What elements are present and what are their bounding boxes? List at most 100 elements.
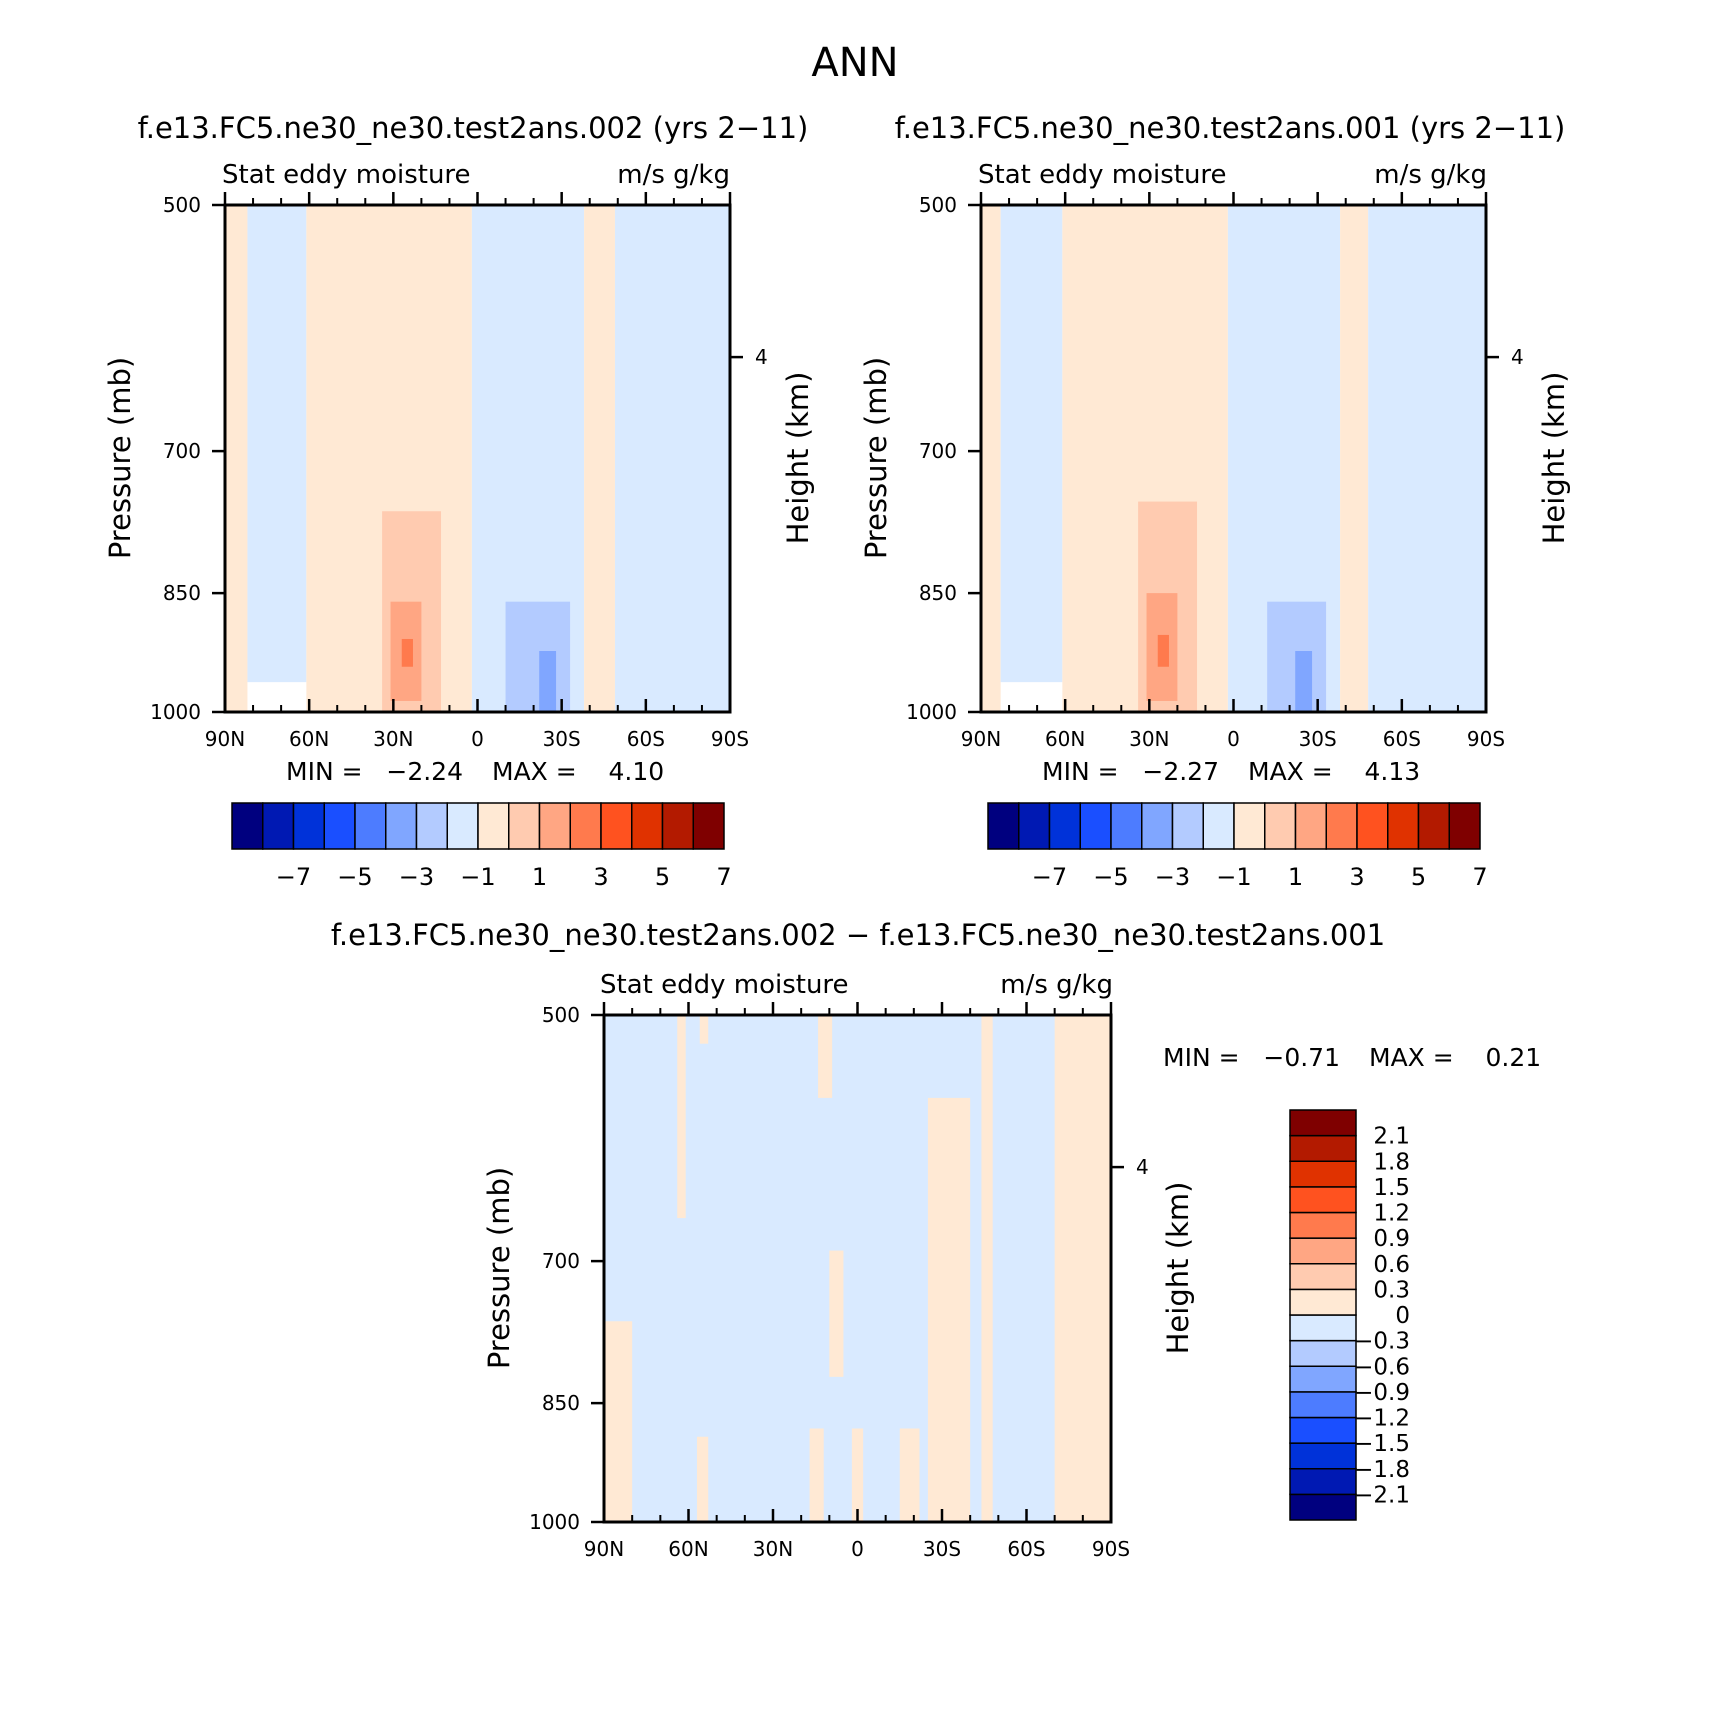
field-cell xyxy=(1157,634,1169,667)
colorbar-swatch xyxy=(1048,802,1081,850)
colorbar-swatch xyxy=(1289,1211,1357,1239)
y-tick-label: 850 xyxy=(919,581,957,605)
colorbar-swatch xyxy=(987,802,1020,850)
field-cell xyxy=(505,601,571,712)
field-cell xyxy=(225,205,248,712)
panel-control-left-label: Stat eddy moisture xyxy=(978,160,1227,190)
colorbar-label: −5 xyxy=(337,863,372,891)
colorbar-swatch xyxy=(1289,1263,1357,1291)
colorbar-swatch xyxy=(1289,1109,1357,1137)
colorbar-swatch xyxy=(692,802,725,850)
field-cell xyxy=(851,1428,864,1522)
y-tick-label: 500 xyxy=(542,1003,580,1027)
x-tick-label: 30S xyxy=(923,1537,961,1561)
x-tick-label: 60N xyxy=(1045,727,1085,751)
y-tick-label: 850 xyxy=(542,1391,580,1415)
colorbar-swatch xyxy=(1417,802,1450,850)
colorbar-label: −5 xyxy=(1093,863,1128,891)
colorbar-swatch xyxy=(1289,1288,1357,1316)
y-tick-label: 1000 xyxy=(906,700,957,724)
x-tick-label: 60S xyxy=(1383,727,1421,751)
x-tick-label: 30N xyxy=(753,1537,793,1561)
colorbar-swatch xyxy=(446,802,479,850)
field-cell xyxy=(1295,651,1313,712)
panel-difference-left-label: Stat eddy moisture xyxy=(600,970,849,1000)
colorbar-swatch xyxy=(1289,1134,1357,1162)
panel-case-title: f.e13.FC5.ne30_ne30.test2ans.002 (yrs 2−… xyxy=(138,111,809,145)
colorbar-swatch xyxy=(1289,1416,1357,1444)
colorbar-swatch xyxy=(1233,802,1266,850)
y2-tick-label: 4 xyxy=(755,345,768,369)
colorbar-swatch xyxy=(1289,1237,1357,1265)
y-tick-label: 700 xyxy=(163,439,201,463)
colorbar-swatch xyxy=(1325,802,1358,850)
panel-control-y2label: Height (km) xyxy=(1537,372,1571,545)
colorbar-swatch xyxy=(600,802,633,850)
field-cell xyxy=(539,651,557,712)
y-tick-label: 850 xyxy=(163,581,201,605)
field-cell xyxy=(677,1015,686,1219)
x-tick-label: 90S xyxy=(1092,1537,1130,1561)
colorbar-label: 2.1 xyxy=(1373,1124,1410,1150)
colorbar-label: 1.2 xyxy=(1373,1201,1410,1227)
colorbar-label: 0.9 xyxy=(1373,1226,1410,1252)
field-cell xyxy=(1054,1015,1111,1522)
colorbar-swatch xyxy=(1289,1468,1357,1496)
colorbar-label: −1 xyxy=(1216,863,1251,891)
field-cell xyxy=(829,1250,844,1377)
field-cell xyxy=(247,205,307,683)
colorbar-label: 0.6 xyxy=(1373,1252,1410,1278)
colorbar-swatch xyxy=(231,802,264,850)
colorbar-swatch xyxy=(1289,1160,1357,1188)
colorbar-label: 7 xyxy=(716,863,731,891)
panel-difference-right-label: m/s g/kg xyxy=(1000,970,1113,1000)
y-tick-label: 700 xyxy=(919,439,957,463)
colorbar-label: −1.2 xyxy=(1354,1406,1410,1432)
panel-case-right-label: m/s g/kg xyxy=(617,160,730,190)
field-cell xyxy=(981,205,1001,712)
x-tick-label: 90S xyxy=(711,727,749,751)
panel-case: f.e13.FC5.ne30_ne30.test2ans.002 (yrs 2−… xyxy=(103,111,815,891)
colorbar-swatch xyxy=(508,802,541,850)
field-cell xyxy=(699,1015,709,1044)
panel-difference-axes: 90N 60N 30N 0 30S 60S 90S 500 700 850 1000 4 xyxy=(529,1002,1149,1561)
colorbar-swatch xyxy=(385,802,418,850)
field-cell xyxy=(614,205,730,712)
colorbar-label: 0 xyxy=(1395,1303,1410,1329)
colorbar-swatch xyxy=(1294,802,1327,850)
colorbar-swatch xyxy=(569,802,602,850)
panel-difference-min: MIN = −0.71 xyxy=(1163,1043,1340,1072)
panel-case-max: MAX = 4.10 xyxy=(492,757,664,786)
colorbar-label: −7 xyxy=(276,863,311,891)
x-tick-label: 0 xyxy=(471,727,484,751)
panel-difference-title: f.e13.FC5.ne30_ne30.test2ans.002 − f.e13… xyxy=(331,918,1385,952)
colorbar-label: −0.3 xyxy=(1354,1329,1410,1355)
x-tick-label: 0 xyxy=(851,1537,864,1561)
colorbar-swatch xyxy=(415,802,448,850)
colorbar-swatch xyxy=(1289,1493,1357,1521)
field-cell xyxy=(899,1428,920,1522)
field-cell xyxy=(584,205,615,712)
field-cell xyxy=(809,1428,824,1522)
x-tick-label: 90N xyxy=(205,727,245,751)
colorbar-swatch xyxy=(1171,802,1204,850)
x-tick-label: 60S xyxy=(627,727,665,751)
panel-case-ylabel: Pressure (mb) xyxy=(103,357,137,559)
colorbar-swatch xyxy=(1289,1442,1357,1470)
colorbar-label: 1.8 xyxy=(1373,1149,1410,1175)
colorbar-label: 7 xyxy=(1472,863,1487,891)
colorbar-swatch xyxy=(1079,802,1112,850)
colorbar-label: −3 xyxy=(1155,863,1190,891)
colorbar-label: 1.5 xyxy=(1373,1175,1410,1201)
colorbar-swatch xyxy=(323,802,356,850)
colorbar-label: 5 xyxy=(655,863,670,891)
colorbar-swatch xyxy=(354,802,387,850)
panel-control-right-label: m/s g/kg xyxy=(1374,160,1487,190)
panel-difference: f.e13.FC5.ne30_ne30.test2ans.002 − f.e13… xyxy=(331,918,1541,1561)
field-cell xyxy=(1000,205,1063,683)
colorbar-swatch xyxy=(1289,1391,1357,1419)
colorbar-swatch xyxy=(262,802,295,850)
panel-difference-colorbar: 2.11.81.51.20.90.60.30−0.3−0.6−0.9−1.2−1… xyxy=(1289,1109,1410,1521)
panel-case-y2label: Height (km) xyxy=(781,372,815,545)
